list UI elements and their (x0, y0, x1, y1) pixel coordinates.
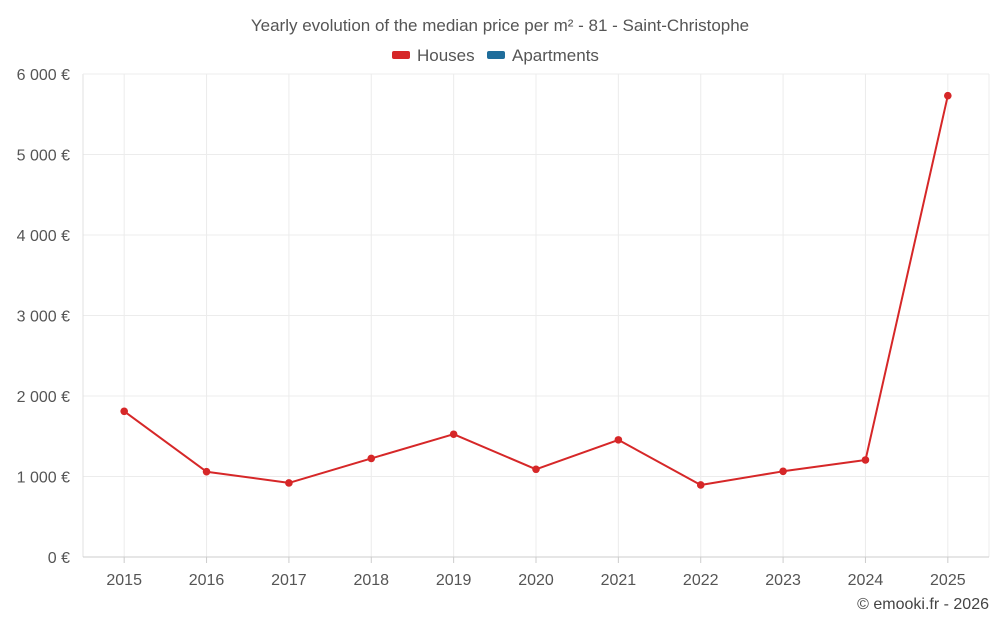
legend-item-houses[interactable]: Houses (392, 46, 475, 65)
legend-label-houses: Houses (417, 46, 475, 65)
legend-swatch-houses (392, 51, 410, 59)
data-point-houses[interactable] (696, 481, 705, 489)
x-tick-label: 2025 (930, 572, 966, 589)
y-tick-label: 1 000 € (17, 470, 70, 487)
y-tick-label: 6 000 € (17, 67, 70, 84)
x-tick-label: 2022 (683, 572, 719, 589)
y-tick-label: 3 000 € (17, 309, 70, 326)
data-point-houses[interactable] (861, 456, 870, 464)
x-tick-label: 2018 (353, 572, 389, 589)
legend-item-apartments[interactable]: Apartments (487, 46, 599, 65)
data-point-houses[interactable] (779, 467, 787, 476)
legend: Houses Apartments (392, 46, 599, 65)
data-point-houses[interactable] (285, 479, 293, 487)
x-tick-label: 2016 (189, 572, 225, 589)
data-point-houses[interactable] (202, 467, 211, 476)
y-tick-label: 0 € (48, 550, 70, 567)
x-tick-label: 2023 (765, 572, 801, 589)
y-tick-label: 4 000 € (17, 228, 70, 245)
data-point-houses[interactable] (449, 430, 458, 439)
x-tick-label: 2015 (106, 572, 142, 589)
data-point-houses[interactable] (614, 436, 623, 444)
chart-title: Yearly evolution of the median price per… (251, 16, 749, 35)
legend-label-apartments: Apartments (512, 46, 599, 65)
axes: 0 € 1 000 € 2 000 € 3 000 € 4 000 € 5 000 € 6 … (17, 67, 990, 589)
data-point-houses[interactable] (944, 91, 952, 100)
data-point-houses[interactable] (120, 407, 128, 416)
legend-swatch-apartments (487, 51, 505, 59)
y-tick-label: 2 000 € (17, 389, 70, 406)
x-tick-label: 2020 (518, 572, 554, 589)
x-tick-label: 2017 (271, 572, 307, 589)
x-tick-label: 2021 (601, 572, 637, 589)
x-tick-label: 2024 (848, 572, 884, 589)
data-point-houses[interactable] (367, 454, 376, 463)
grid (83, 73, 989, 557)
x-tick-label: 2019 (436, 572, 472, 589)
series (120, 91, 952, 489)
data-point-houses[interactable] (532, 465, 540, 474)
y-tick-label: 5 000 € (17, 148, 70, 165)
credit-text: © emooki.fr - 2026 (857, 596, 989, 613)
